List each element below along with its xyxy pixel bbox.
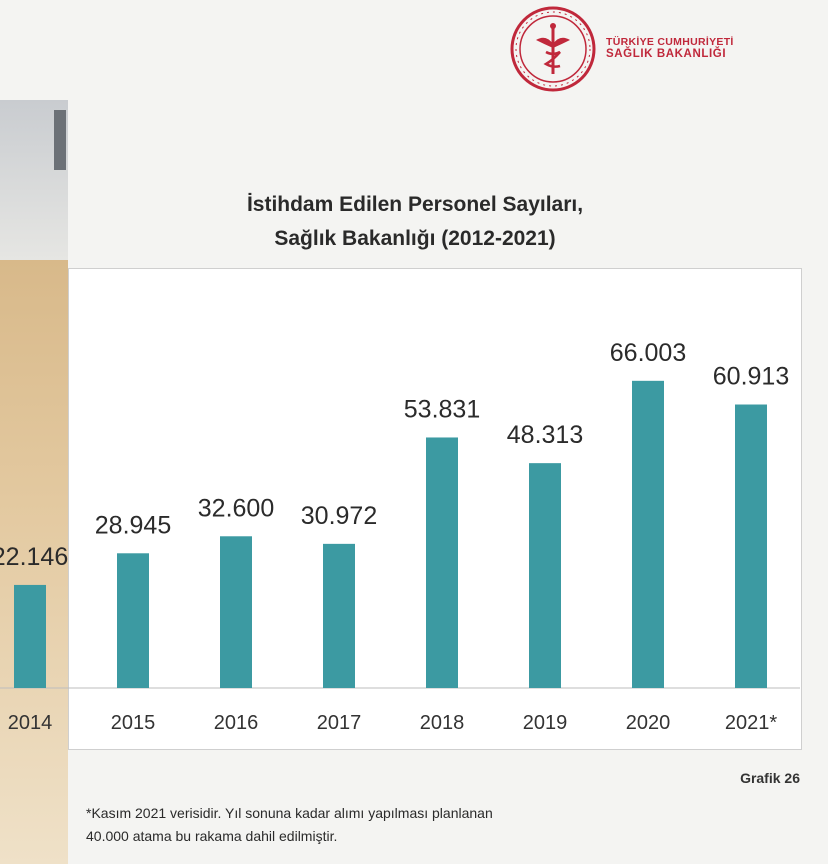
- x-tick-label: 2019: [523, 712, 568, 734]
- bar-2016: [220, 536, 252, 688]
- data-label: 22.146: [0, 543, 68, 571]
- ministry-logo: TÜRKİYE CUMHURİYETİ SAĞLIK BAKANLIĞI: [508, 4, 734, 94]
- x-tick-label: 2015: [111, 712, 156, 734]
- data-label: 32.600: [198, 494, 274, 522]
- footnote-line2: 40.000 atama bu rakama dahil edilmiştir.: [86, 828, 338, 844]
- footnote: *Kasım 2021 verisidir. Yıl sonuna kadar …: [86, 802, 706, 848]
- bar-2020: [632, 380, 664, 688]
- x-tick-label: 2020: [626, 712, 671, 734]
- logo-line1: TÜRKİYE CUMHURİYETİ: [606, 36, 734, 49]
- footnote-line1: *Kasım 2021 verisidir. Yıl sonuna kadar …: [86, 805, 493, 821]
- data-label: 60.913: [713, 363, 789, 391]
- x-tick-label: 2017: [317, 712, 362, 734]
- graph-label: Grafik 26: [740, 770, 800, 786]
- x-tick-label: 2014: [8, 712, 53, 734]
- bar-2019: [529, 463, 561, 688]
- x-tick-label: 2018: [420, 712, 465, 734]
- chart-title-line2: Sağlık Bakanlığı (2012-2021): [274, 227, 556, 250]
- x-tick-label: 2021*: [725, 712, 777, 734]
- chart-title-line1: İstihdam Edilen Personel Sayıları,: [246, 193, 584, 216]
- data-label: 53.831: [404, 395, 480, 423]
- bar-2018: [426, 437, 458, 688]
- bar-2021: [735, 404, 767, 688]
- chart-title: İstihdam Edilen Personel Sayıları, Sağlı…: [120, 188, 710, 256]
- bar-2017: [323, 543, 355, 688]
- logo-line2: SAĞLIK BAKANLIĞI: [606, 48, 727, 61]
- background-photo: [0, 100, 68, 864]
- data-label: 66.003: [610, 339, 686, 367]
- data-label: 48.313: [507, 421, 583, 449]
- data-label: 28.945: [95, 511, 171, 539]
- bar-2015: [117, 553, 149, 688]
- data-label: 30.972: [301, 502, 377, 530]
- ministry-seal-icon: [510, 6, 596, 92]
- bar-2014: [14, 584, 46, 688]
- x-tick-label: 2016: [214, 712, 259, 734]
